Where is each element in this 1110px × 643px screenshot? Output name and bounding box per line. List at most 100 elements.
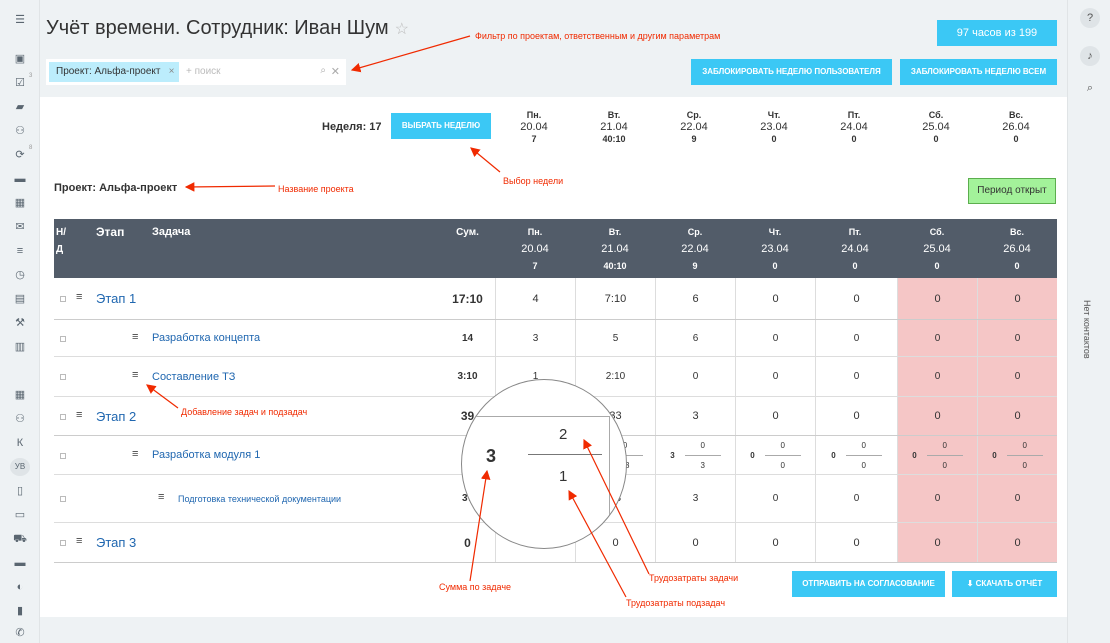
day-cell[interactable]: 0 bbox=[815, 397, 897, 435]
tools-icon[interactable]: ⚒ bbox=[15, 317, 25, 329]
row-name-link[interactable]: Разработка модуля 1 bbox=[152, 449, 261, 461]
row-name-link[interactable]: Подготовка технической документации bbox=[178, 493, 342, 504]
chat-icon[interactable]: ▰ bbox=[15, 101, 25, 113]
day-cell[interactable]: 5 bbox=[575, 320, 655, 356]
drag-handle-icon[interactable]: ≡ bbox=[76, 408, 83, 421]
row-name-link[interactable]: Этап 3 bbox=[96, 535, 137, 550]
clear-icon[interactable]: ✕ bbox=[330, 66, 340, 78]
day-cell[interactable]: 0 bbox=[977, 320, 1057, 356]
row-checkbox[interactable] bbox=[60, 335, 66, 342]
star-icon[interactable]: ☆ bbox=[394, 21, 410, 38]
row-checkbox[interactable] bbox=[60, 296, 66, 302]
inbox-icon[interactable]: ▣ bbox=[14, 53, 26, 65]
day-cell[interactable]: 0 bbox=[735, 357, 815, 396]
day-cell[interactable]: 6 bbox=[655, 278, 735, 319]
search-icon[interactable]: ⌕ bbox=[1086, 82, 1094, 94]
clock-icon[interactable]: ◷ bbox=[15, 269, 25, 281]
hours-badge[interactable]: 97 часов из 199 bbox=[937, 20, 1057, 46]
grid-icon[interactable]: ▦ bbox=[14, 389, 26, 401]
row-name-link[interactable]: Этап 2 bbox=[96, 408, 137, 424]
tasks-icon[interactable]: ☑ bbox=[15, 77, 25, 89]
drag-handle-icon[interactable]: ≡ bbox=[76, 535, 83, 547]
day-cell[interactable]: 0 bbox=[815, 320, 897, 356]
day-cell[interactable]: 7:10 bbox=[575, 278, 655, 319]
filter-icon[interactable]: ≡ bbox=[16, 245, 24, 257]
chip-remove-icon[interactable]: × bbox=[168, 66, 175, 77]
day-cell[interactable]: 0 bbox=[815, 357, 897, 396]
drive-icon[interactable]: ▬ bbox=[14, 173, 26, 185]
period-status-button[interactable]: Период открыт bbox=[968, 178, 1056, 204]
drag-handle-icon[interactable]: ≡ bbox=[76, 291, 83, 303]
row-name-link[interactable]: Разработка концепта bbox=[152, 332, 261, 344]
row-checkbox[interactable] bbox=[60, 540, 66, 546]
day-cell[interactable]: 0 bbox=[897, 475, 977, 522]
id-card-icon[interactable]: ▤ bbox=[14, 293, 26, 305]
mail-icon[interactable]: ✉ bbox=[15, 221, 25, 233]
search-input[interactable]: + поиск bbox=[186, 66, 221, 77]
drag-handle-icon[interactable]: ≡ bbox=[158, 491, 165, 503]
day-cell[interactable]: 0 bbox=[815, 523, 897, 562]
day-cell[interactable]: 0 bbox=[735, 278, 815, 319]
day-cell[interactable]: 0 bbox=[655, 523, 735, 562]
day-cell[interactable]: 0 bbox=[735, 320, 815, 356]
day-cell[interactable]: 0 bbox=[897, 320, 977, 356]
phone-icon[interactable]: ✆ bbox=[15, 627, 25, 639]
lock-week-user-button[interactable]: Заблокировать неделю пользователя bbox=[691, 59, 892, 85]
row-name-link[interactable]: Составление ТЗ bbox=[152, 370, 236, 383]
day-cell[interactable]: 3 bbox=[495, 320, 575, 356]
calendar-icon[interactable]: ▦ bbox=[14, 197, 26, 209]
day-cell[interactable]: 0 bbox=[977, 278, 1057, 319]
drag-handle-icon[interactable]: ≡ bbox=[132, 369, 139, 381]
send-approval-button[interactable]: Отправить на согласование bbox=[792, 571, 945, 597]
help-icon[interactable]: ? bbox=[1080, 8, 1100, 28]
day-cell[interactable]: 0 bbox=[897, 523, 977, 562]
download-report-button[interactable]: ⬇ Скачать отчёт bbox=[952, 571, 1057, 597]
avatar[interactable]: УВ bbox=[10, 458, 30, 476]
row-checkbox[interactable] bbox=[60, 413, 66, 420]
day-cell[interactable]: 0 bbox=[977, 523, 1057, 562]
day-cell[interactable]: 0 bbox=[815, 278, 897, 319]
building-icon[interactable]: ▥ bbox=[14, 341, 26, 353]
filter-search[interactable]: Проект: Альфа-проект × + поиск ⌕ ✕ bbox=[46, 59, 346, 85]
row-name-link[interactable]: Этап 1 bbox=[96, 291, 137, 306]
day-cell[interactable]: 1 bbox=[495, 357, 575, 396]
row-checkbox[interactable] bbox=[60, 496, 66, 502]
book-icon[interactable]: ▯ bbox=[16, 485, 24, 497]
day-cell[interactable]: 0 bbox=[815, 475, 897, 522]
cart-icon[interactable]: ⛟ bbox=[13, 533, 27, 545]
day-cell[interactable]: 0 bbox=[655, 357, 735, 396]
groups-icon[interactable]: ⚇ bbox=[15, 125, 25, 137]
drag-handle-icon[interactable]: ≡ bbox=[132, 447, 139, 460]
chart-icon[interactable]: ▮ bbox=[16, 605, 24, 617]
k-item[interactable]: К bbox=[16, 437, 24, 449]
drag-handle-icon[interactable]: ≡ bbox=[132, 330, 139, 343]
search-icon[interactable]: ⌕ bbox=[320, 65, 326, 76]
window-icon[interactable]: ▭ bbox=[14, 509, 26, 521]
day-cell[interactable]: 0 bbox=[977, 357, 1057, 396]
row-checkbox[interactable] bbox=[60, 374, 66, 380]
day-cell[interactable]: 0 bbox=[735, 475, 815, 522]
day-cell[interactable]: 0 bbox=[897, 397, 977, 435]
bell-icon[interactable]: ♪ bbox=[1080, 46, 1100, 66]
day-cell[interactable]: 3 bbox=[655, 397, 735, 435]
store-icon[interactable]: ▬ bbox=[14, 557, 26, 569]
choose-week-button[interactable]: Выбрать неделю bbox=[391, 113, 491, 139]
day-cell[interactable]: 4 bbox=[495, 278, 575, 319]
day-cell[interactable]: 0 bbox=[735, 397, 815, 435]
day-cell[interactable]: 2:10 bbox=[575, 357, 655, 396]
day-cell[interactable]: 0 bbox=[977, 475, 1057, 522]
globe-icon[interactable]: ◐ bbox=[16, 581, 24, 593]
lock-week-all-button[interactable]: Заблокировать неделю всем bbox=[900, 59, 1057, 85]
day-cell[interactable]: 0 bbox=[897, 278, 977, 319]
day-cell[interactable]: 0 bbox=[735, 523, 815, 562]
day-cell[interactable]: 0 bbox=[977, 397, 1057, 435]
row-checkbox[interactable] bbox=[60, 452, 66, 459]
sync-icon[interactable]: ⟳ bbox=[15, 149, 25, 161]
day-cell[interactable]: 6 bbox=[655, 320, 735, 356]
users-icon[interactable]: ⚇ bbox=[15, 413, 25, 425]
